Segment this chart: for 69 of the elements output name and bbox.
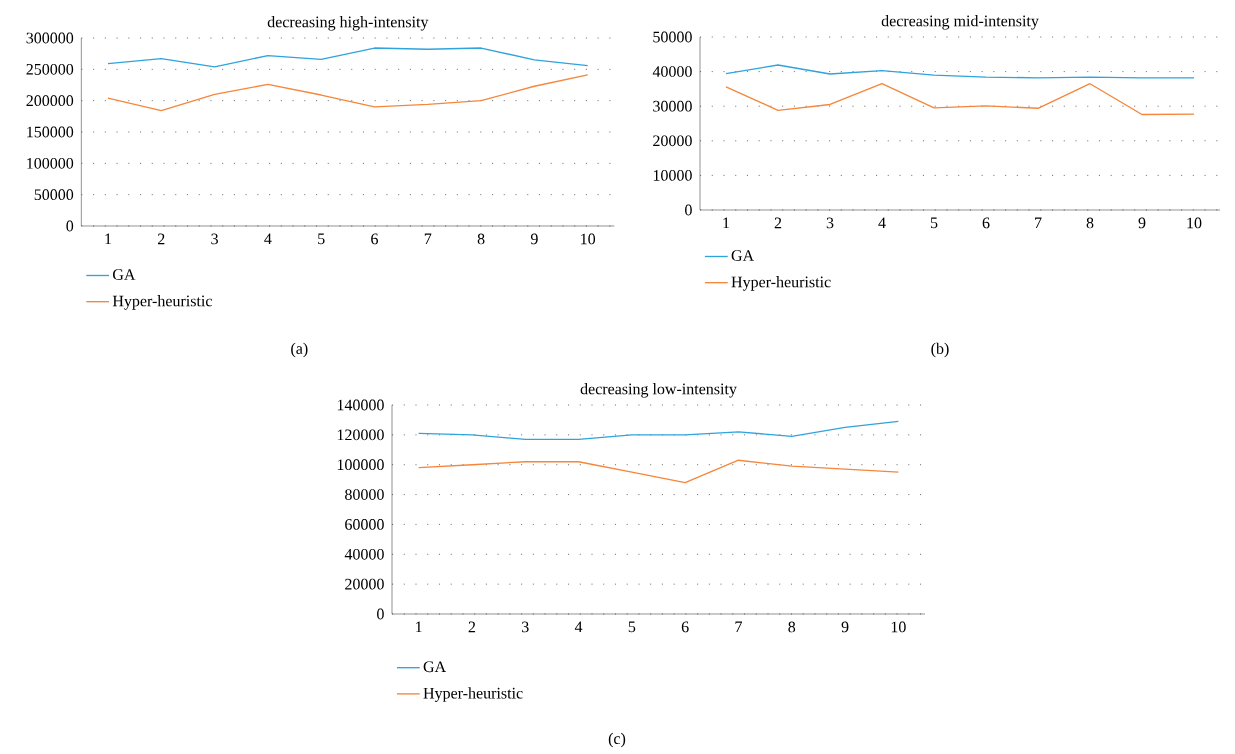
y-tick-label: 50000 [653, 31, 692, 43]
y-tick-label: 30000 [653, 100, 692, 112]
y-tick-label: 40000 [344, 548, 384, 560]
legend-label: Hyper-heuristic [423, 687, 523, 702]
y-tick-label: 80000 [345, 489, 384, 500]
x-tick-label: 10 [1187, 217, 1202, 229]
x-tick-label: 3 [522, 621, 529, 633]
x-tick-label: 2 [468, 621, 476, 633]
x-tick-label: 1 [105, 233, 112, 245]
line-series [107, 74, 589, 112]
x-tick-label: 1 [416, 621, 422, 633]
legend-label: GA [113, 269, 136, 280]
x-tick-label: 5 [930, 217, 938, 229]
x-tick-label: 3 [826, 217, 834, 229]
x-tick-label: 9 [530, 233, 538, 245]
y-tick-label: 0 [377, 608, 384, 620]
x-tick-label: 4 [264, 233, 272, 245]
line-series [725, 83, 1195, 116]
legend-label: GA [423, 661, 447, 673]
text: (b) [931, 342, 949, 358]
x-tick-label: 4 [574, 621, 583, 633]
line-series [417, 420, 900, 441]
y-tick-label: 20000 [345, 578, 384, 590]
y-tick-label: 0 [685, 204, 692, 216]
x-tick-label: 6 [681, 621, 689, 633]
y-tick-label: 250000 [26, 63, 74, 75]
text: (c) [608, 732, 626, 748]
y-tick-label: 100000 [27, 157, 74, 169]
y-tick-label: 50000 [34, 189, 74, 201]
chart-title: decreasing high-intensity [267, 16, 429, 31]
y-tick-label: 140000 [337, 399, 384, 411]
x-tick-label: 9 [841, 621, 849, 633]
y-tick-label: 40000 [652, 66, 692, 77]
y-tick-label: 20000 [653, 135, 692, 147]
x-tick-label: 8 [788, 621, 796, 633]
x-tick-label: 3 [211, 233, 218, 245]
x-tick-label: 10 [581, 233, 596, 245]
x-tick-label: 4 [878, 217, 886, 229]
y-tick-label: 60000 [345, 519, 384, 530]
x-tick-label: 7 [424, 233, 432, 245]
x-tick-label: 10 [891, 621, 906, 633]
y-tick-label: 300000 [26, 32, 74, 44]
y-tick-label: 100000 [337, 459, 384, 471]
x-tick-label: 8 [477, 233, 485, 245]
text: (a) [291, 342, 308, 358]
y-tick-label: 0 [66, 220, 74, 232]
line-series [417, 459, 900, 484]
x-tick-label: 5 [318, 233, 325, 245]
y-tick-label: 120000 [337, 429, 384, 441]
x-tick-label: 2 [774, 217, 782, 229]
legend-label: Hyper-heuristic [731, 276, 831, 291]
line-series [107, 47, 589, 68]
y-tick-label: 200000 [26, 95, 74, 107]
y-tick-label: 10000 [653, 170, 692, 181]
x-tick-label: 7 [735, 621, 742, 633]
x-tick-label: 8 [1086, 217, 1094, 229]
x-tick-label: 6 [371, 233, 379, 245]
x-tick-label: 7 [1035, 217, 1042, 229]
x-tick-label: 5 [628, 621, 636, 633]
chart-title: decreasing low-intensity [580, 383, 737, 398]
x-tick-label: 6 [982, 217, 990, 229]
y-tick-label: 150000 [27, 126, 74, 138]
x-tick-label: 9 [1138, 217, 1146, 229]
x-tick-label: 1 [723, 217, 730, 229]
chart-title: decreasing mid-intensity [881, 15, 1039, 30]
legend-label: GA [731, 250, 755, 261]
legend-label: Hyper-heuristic [112, 295, 212, 310]
x-tick-label: 2 [158, 233, 165, 245]
line-series [725, 64, 1195, 79]
